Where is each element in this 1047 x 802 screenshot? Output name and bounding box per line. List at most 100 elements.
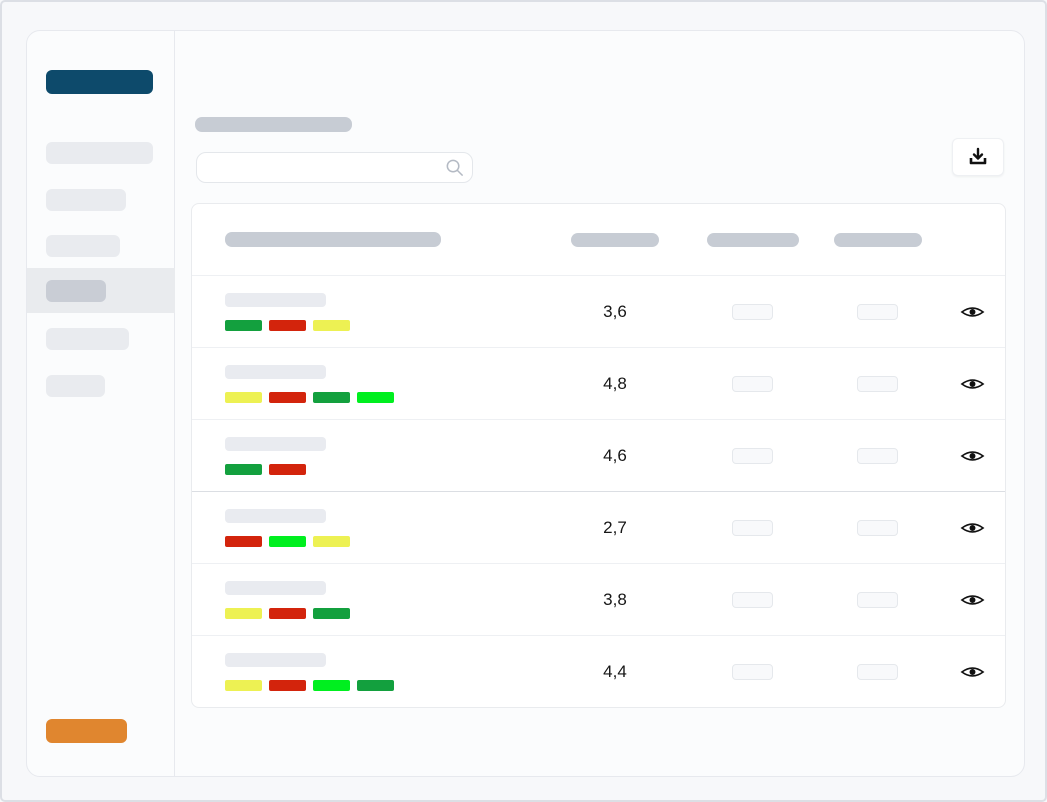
tag-green xyxy=(225,464,262,475)
row-chip-cell xyxy=(815,304,940,320)
value-chip-placeholder xyxy=(732,448,773,464)
column-header-placeholder xyxy=(571,233,659,247)
table-row: 4,8 xyxy=(192,347,1005,419)
tag-red xyxy=(269,392,306,403)
tag-red xyxy=(269,680,306,691)
view-row-button[interactable] xyxy=(958,301,987,323)
row-name-placeholder xyxy=(225,293,326,307)
tag-bright-green xyxy=(313,680,350,691)
sidebar-item-label-placeholder xyxy=(46,280,106,302)
row-action-cell xyxy=(940,445,1005,467)
tag-strip xyxy=(225,464,540,475)
view-row-button[interactable] xyxy=(958,373,987,395)
row-name-cell xyxy=(192,581,540,619)
tag-bright-green xyxy=(269,536,306,547)
value-chip-placeholder xyxy=(857,592,898,608)
eye-icon xyxy=(960,303,985,321)
sidebar-item-placeholder[interactable] xyxy=(46,375,105,397)
tag-green xyxy=(225,320,262,331)
row-action-cell xyxy=(940,661,1005,683)
data-table: 3,6 4,8 xyxy=(191,203,1006,708)
row-chip-cell xyxy=(815,448,940,464)
sidebar-item-placeholder[interactable] xyxy=(46,189,126,211)
row-chip-cell xyxy=(690,664,815,680)
column-header-placeholder xyxy=(225,232,441,247)
download-button[interactable] xyxy=(952,138,1004,176)
row-name-cell xyxy=(192,365,540,403)
value-chip-placeholder xyxy=(732,520,773,536)
eye-icon xyxy=(960,591,985,609)
table-row: 3,8 xyxy=(192,563,1005,635)
table-header xyxy=(192,204,1005,275)
tag-green xyxy=(357,680,394,691)
tag-strip xyxy=(225,608,540,619)
table-row: 4,6 xyxy=(192,419,1005,491)
tag-yellow xyxy=(225,608,262,619)
value-chip-placeholder xyxy=(732,592,773,608)
main-area: 3,6 4,8 xyxy=(175,31,1024,776)
row-name-cell xyxy=(192,653,540,691)
sidebar-item-placeholder[interactable] xyxy=(46,235,120,257)
tag-strip xyxy=(225,320,540,331)
row-chip-cell xyxy=(690,520,815,536)
row-chip-cell xyxy=(690,592,815,608)
row-name-placeholder xyxy=(225,365,326,379)
sidebar-primary-button[interactable] xyxy=(46,70,153,94)
table-row: 2,7 xyxy=(192,491,1005,563)
row-action-cell xyxy=(940,589,1005,611)
page: { "colors": { "navy": "#0d4a6b", "orange… xyxy=(0,0,1047,802)
value-chip-placeholder xyxy=(732,664,773,680)
row-name-cell xyxy=(192,437,540,475)
eye-icon xyxy=(960,447,985,465)
eye-icon xyxy=(960,375,985,393)
tag-yellow xyxy=(313,536,350,547)
row-action-cell xyxy=(940,373,1005,395)
table-body: 3,6 4,8 xyxy=(192,275,1005,707)
eye-icon xyxy=(960,519,985,537)
row-name-cell xyxy=(192,293,540,331)
row-chip-cell xyxy=(690,376,815,392)
row-name-cell xyxy=(192,509,540,547)
row-rating-value: 4,8 xyxy=(540,374,690,394)
row-chip-cell xyxy=(815,592,940,608)
tag-red xyxy=(269,608,306,619)
tag-green xyxy=(313,392,350,403)
view-row-button[interactable] xyxy=(958,589,987,611)
page-title-placeholder xyxy=(195,117,352,132)
sidebar-item-selected[interactable] xyxy=(27,268,175,313)
row-name-placeholder xyxy=(225,581,326,595)
tag-strip xyxy=(225,680,540,691)
view-row-button[interactable] xyxy=(958,517,987,539)
row-name-placeholder xyxy=(225,509,326,523)
row-chip-cell xyxy=(690,448,815,464)
search-input[interactable] xyxy=(196,152,473,183)
value-chip-placeholder xyxy=(857,448,898,464)
sidebar xyxy=(27,31,175,776)
sidebar-bottom-button[interactable] xyxy=(46,719,127,743)
row-chip-cell xyxy=(815,520,940,536)
row-chip-cell xyxy=(690,304,815,320)
view-row-button[interactable] xyxy=(958,445,987,467)
app-card: 3,6 4,8 xyxy=(26,30,1025,777)
sidebar-item-placeholder[interactable] xyxy=(46,328,129,350)
tag-red xyxy=(269,320,306,331)
row-name-placeholder xyxy=(225,437,326,451)
row-rating-value: 2,7 xyxy=(540,518,690,538)
tag-yellow xyxy=(225,680,262,691)
tag-strip xyxy=(225,392,540,403)
table-row: 4,4 xyxy=(192,635,1005,707)
column-header-placeholder xyxy=(834,233,922,247)
value-chip-placeholder xyxy=(857,304,898,320)
row-rating-value: 3,6 xyxy=(540,302,690,322)
tag-red xyxy=(225,536,262,547)
download-icon xyxy=(966,145,990,169)
sidebar-item-placeholder[interactable] xyxy=(46,142,153,164)
row-chip-cell xyxy=(815,664,940,680)
tag-strip xyxy=(225,536,540,547)
tag-yellow xyxy=(313,320,350,331)
view-row-button[interactable] xyxy=(958,661,987,683)
value-chip-placeholder xyxy=(732,376,773,392)
tag-yellow xyxy=(225,392,262,403)
column-header-placeholder xyxy=(707,233,799,247)
row-rating-value: 3,8 xyxy=(540,590,690,610)
